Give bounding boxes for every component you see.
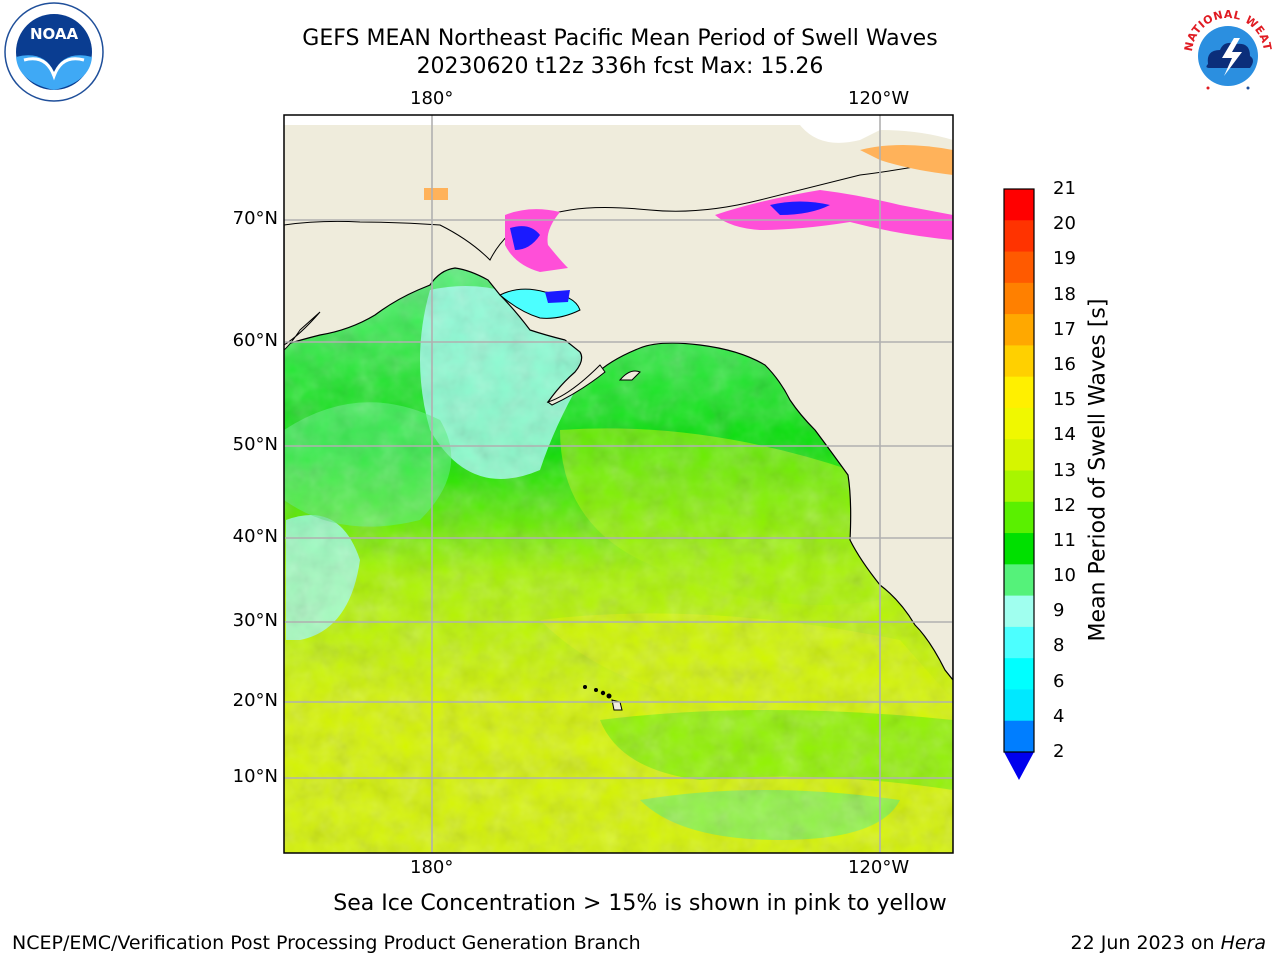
sea-ice-archipelago [860,145,953,175]
map-field [284,115,953,853]
colorbar-segment [1004,282,1034,315]
colorbar-segment [1004,658,1034,690]
colorbar-segment [1004,314,1034,346]
graticule [284,115,953,853]
colorbar-tick: 17 [1053,318,1076,340]
noaa-logo: NOAA [4,2,104,102]
colorbar-segment [1004,564,1034,597]
kamchatka-tip [284,311,321,351]
colorbar-tick: 16 [1053,353,1076,375]
sea-ice-note: Sea Ice Concentration > 15% is shown in … [333,891,947,916]
top-tick-180: 180° [410,88,454,109]
colorbar-tick: 6 [1053,670,1065,692]
lat-tick-40n: 40°N [232,526,278,547]
bottom-tick-120w: 120°W [848,857,910,878]
sea-ice-chukchi [505,209,568,272]
title-line1: GEFS MEAN Northeast Pacific Mean Period … [302,26,938,51]
colorbar-segment [1004,470,1034,503]
colorbar-segment [1004,439,1034,471]
colorbar-tick: 8 [1053,635,1065,657]
colorbar-tick: 12 [1053,494,1076,516]
colorbar-tick: 4 [1053,705,1065,727]
top-tick-120w: 120°W [848,88,910,109]
colorbar [1003,188,1035,780]
colorbar-segment [1004,251,1034,284]
arctic-ocean-blank [284,115,953,143]
colorbar-tick: 10 [1053,565,1076,587]
colorbar-tick: 20 [1053,213,1076,235]
colorbar-label: Mean Period of Swell Waves [s] [1085,298,1111,642]
lat-tick-10n: 10°N [232,766,278,787]
footer-credit: NCEP/EMC/Verification Post Processing Pr… [12,932,641,954]
noaa-logo-text: NOAA [30,25,79,43]
alaska-peninsula [546,364,606,406]
colorbar-tick: 9 [1053,600,1065,622]
colorbar-segment [1004,189,1034,221]
lat-tick-70n: 70°N [232,208,278,229]
lat-tick-30n: 30°N [232,610,278,631]
lat-tick-60n: 60°N [232,330,278,351]
colorbar-segment [1004,407,1034,440]
kodiak-island [618,370,641,381]
sea-ice-norton [545,290,570,303]
colorbar-tick: 19 [1053,248,1076,270]
colorbar-segment [1004,595,1034,628]
colorbar-tick: 14 [1053,424,1076,446]
colorbar-tick: 15 [1053,389,1076,411]
lat-tick-50n: 50°N [232,434,278,455]
colorbar-segment [1004,345,1034,378]
title-line2: 20230620 t12z 336h fcst Max: 15.26 [416,54,824,79]
arctic-coast [284,115,953,261]
colorbar-segment [1004,533,1034,565]
colorbar-segment [1004,220,1034,253]
colorbar-segment [1004,501,1034,534]
footer-date: 22 Jun 2023 on Hera [1071,932,1266,954]
colorbar-segment [1004,626,1034,659]
map-frame [283,114,954,854]
colorbar-segment [1004,720,1034,753]
colorbar-tick: 13 [1053,459,1076,481]
footer-date-text: 22 Jun 2023 on [1070,932,1221,954]
footer-machine: Hera [1220,932,1266,954]
lat-tick-20n: 20°N [232,690,278,711]
colorbar-segment [1004,376,1034,409]
colorbar-segment [1004,689,1034,722]
sea-ice-chukchi-core [510,226,540,250]
colorbar-tick: 18 [1053,283,1076,305]
sea-ice-beaufort-core [770,201,830,215]
sea-ice-beaufort [715,190,953,240]
colorbar-tick: 2 [1053,741,1065,762]
colorbar-tick: 21 [1053,178,1076,199]
colorbar-frame [1003,188,1035,753]
bottom-tick-180: 180° [410,857,454,878]
sea-ice-wrangel [424,188,448,200]
nws-logo: NATIONAL WEATHER SERVICE [1178,2,1276,100]
colorbar-tick: 11 [1053,529,1076,551]
colorbar-extend-triangle [1004,752,1034,780]
